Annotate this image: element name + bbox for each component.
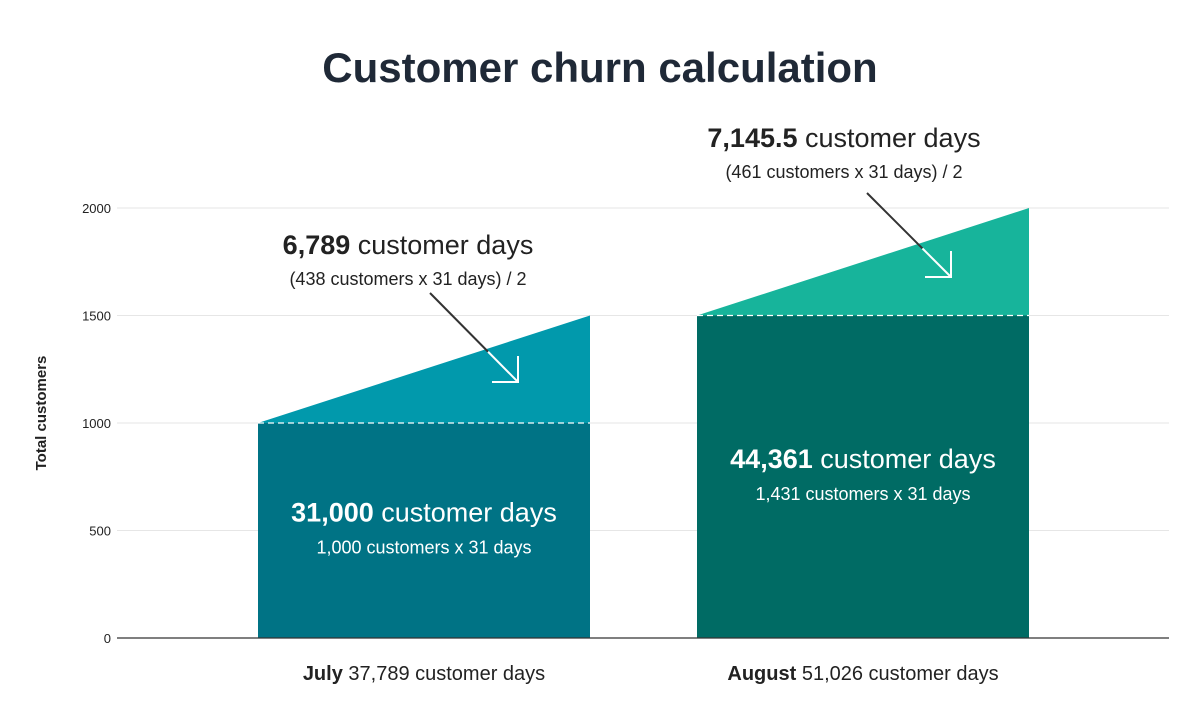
y-tick-labels: 0 500 1000 1500 2000 [82,201,111,646]
triangle-formula-label: (461 customers x 31 days) / 2 [725,162,962,182]
bar-triangle-july [258,315,590,423]
y-tick-label: 1000 [82,416,111,431]
bar-triangle-august [697,208,1029,316]
y-tick-label: 1500 [82,309,111,324]
bars [258,208,1029,638]
chart-title: Customer churn calculation [322,44,877,91]
base-value-label: 31,000 customer days [291,498,557,528]
base-formula-label: 1,000 customers x 31 days [316,538,531,558]
x-category-label: August 51,026 customer days [727,663,998,685]
bar-base-july [258,423,590,638]
base-value-label: 44,361 customer days [730,444,996,474]
annotations: 31,000 customer days 1,000 customers x 31… [283,123,996,558]
triangle-formula-label: (438 customers x 31 days) / 2 [289,269,526,289]
bar-base-august [697,315,1029,638]
y-tick-label: 0 [104,631,111,646]
annotation-arrow [866,192,952,278]
base-formula-label: 1,431 customers x 31 days [755,484,970,504]
annotation-arrow [429,292,519,383]
x-category-labels: July 37,789 customer days August 51,026 c… [303,663,999,685]
y-axis-label: Total customers [33,356,50,471]
y-tick-label: 500 [89,524,111,539]
x-category-label: July 37,789 customer days [303,663,545,685]
triangle-value-label: 7,145.5 customer days [707,123,980,153]
triangle-value-label: 6,789 customer days [283,230,534,260]
y-tick-label: 2000 [82,201,111,216]
